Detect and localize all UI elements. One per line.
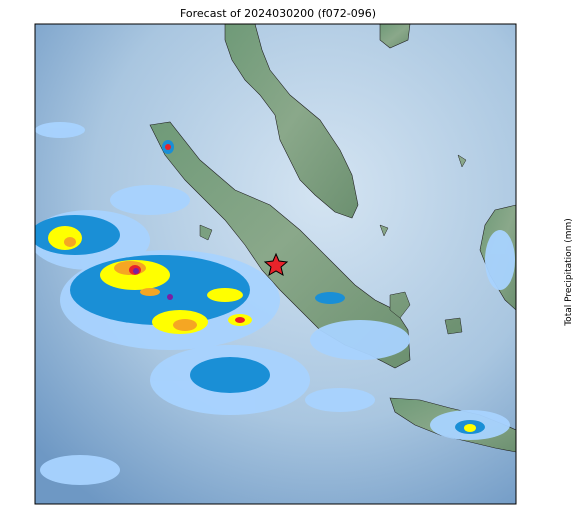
precip-max [133, 268, 173, 300]
land-sumatra [149, 121, 411, 369]
land-islands [199, 154, 467, 335]
land-north [379, 24, 411, 49]
map-title: Forecast of 2024030200 (f072-096) [180, 7, 376, 20]
star-marker [263, 252, 289, 277]
colorbar-label: Total Precipitation (mm) [564, 218, 574, 327]
map-area [35, 24, 516, 504]
land-malay-peninsula [224, 24, 359, 219]
map-frame [34, 23, 517, 505]
